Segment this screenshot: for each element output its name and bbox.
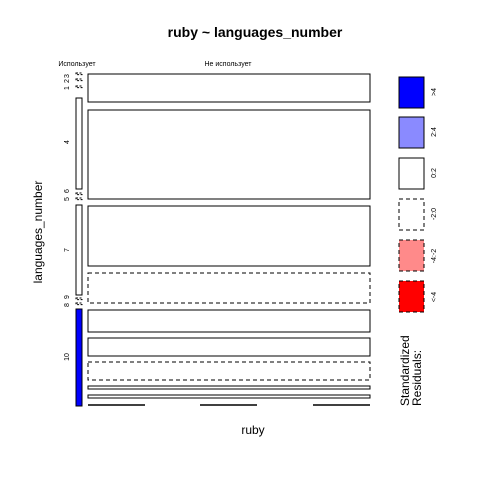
- cell-not-uses-7: [87, 205, 371, 267]
- legend-swatch-0to2: [398, 157, 425, 190]
- cell-uses-1: [75, 72, 83, 76]
- cell-uses-10: [75, 308, 83, 407]
- cell-not-uses-10d: [87, 394, 371, 399]
- cell-uses-9: [75, 302, 83, 306]
- row-label-6: 6: [64, 189, 71, 193]
- legend-label-m2to0: -2:0: [431, 208, 438, 220]
- legend: >4 2:4 0:2 -2:0 -4:-2 <-4 Standardized R…: [398, 76, 438, 406]
- cell-not-uses-9: [87, 309, 371, 333]
- row-label-1: 1: [64, 86, 71, 90]
- row-labels: 3 2 1 4 6 5 7 9 8 10: [64, 74, 71, 361]
- cell-uses-6: [75, 197, 83, 201]
- cell-uses-2: [75, 78, 83, 82]
- row-label-2: 2: [64, 79, 71, 83]
- cell-not-uses-10c: [87, 385, 371, 390]
- column-label-uses: Использует: [58, 61, 96, 68]
- cell-uses-8: [75, 297, 83, 301]
- legend-label-m4tom2: -4:-2: [431, 249, 438, 264]
- legend-title-line1: Standardized: [398, 335, 412, 406]
- row-label-9: 9: [64, 295, 71, 299]
- cell-uses-5: [75, 192, 83, 196]
- legend-label-0to2: 0:2: [431, 168, 438, 178]
- legend-swatch-gt4: [398, 76, 425, 109]
- legend-swatch-ltm4: [398, 280, 425, 313]
- column-label-not-uses: Не использует: [205, 61, 253, 68]
- column-not-uses: [87, 73, 371, 406]
- cell-uses-4: [75, 97, 83, 190]
- legend-label-ltm4: <-4: [431, 292, 438, 302]
- row-label-4: 4: [64, 140, 71, 144]
- chart-title: ruby ~ languages_number: [168, 24, 343, 40]
- row-label-8: 8: [64, 303, 71, 307]
- row-label-3: 3: [64, 74, 71, 78]
- column-uses: [75, 72, 83, 407]
- legend-swatch-m4tom2: [398, 239, 425, 272]
- cell-not-uses-10b: [87, 361, 371, 381]
- legend-title-line2: Residuals:: [410, 350, 424, 406]
- cell-not-uses-4: [87, 109, 371, 200]
- legend-label-2to4: 2:4: [431, 127, 438, 137]
- legend-swatch-2to4: [398, 116, 425, 149]
- cell-not-uses-8: [87, 272, 371, 304]
- cell-uses-7: [75, 204, 83, 296]
- cell-not-uses-10a: [87, 337, 371, 357]
- x-axis-label: ruby: [241, 423, 264, 437]
- row-label-10: 10: [64, 353, 71, 361]
- legend-label-gt4: >4: [431, 88, 438, 96]
- legend-swatch-m2to0: [398, 198, 425, 231]
- row-label-7: 7: [64, 248, 71, 252]
- cell-not-uses-1-3: [87, 73, 371, 103]
- row-label-5: 5: [64, 197, 71, 201]
- y-axis-label: languages_number: [31, 181, 45, 284]
- cell-uses-3: [75, 85, 83, 89]
